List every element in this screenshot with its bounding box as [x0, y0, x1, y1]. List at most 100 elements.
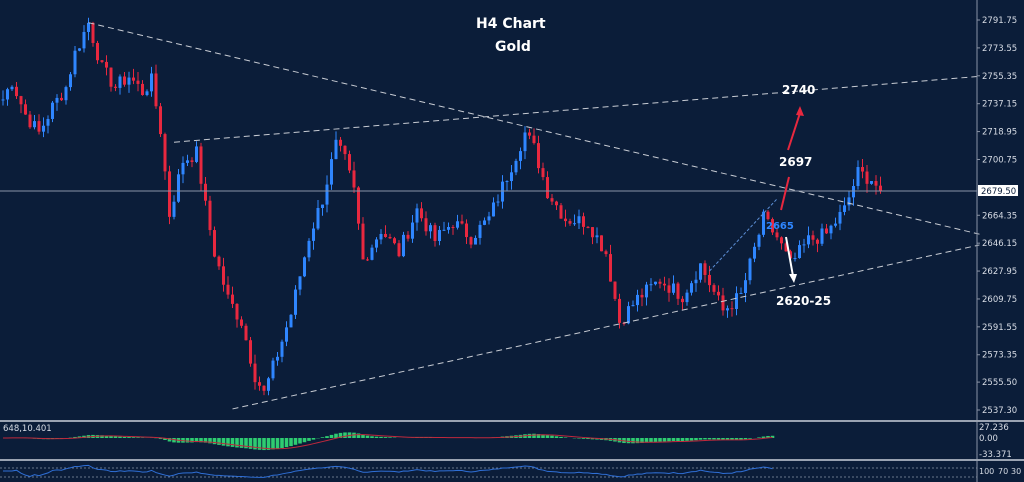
candle-body	[780, 237, 783, 244]
candle-body	[631, 305, 635, 307]
candle-body	[100, 60, 104, 62]
candle-body	[663, 283, 666, 286]
candle-body	[379, 233, 383, 240]
price-tick-label: 2791.75	[982, 16, 1017, 26]
candle-body	[775, 232, 779, 238]
candle-body	[505, 181, 509, 183]
candle-body	[267, 378, 270, 391]
candle-body	[717, 291, 720, 296]
price-tick-label: 2700.75	[982, 155, 1017, 165]
candle-body	[82, 31, 86, 49]
candle-body	[613, 281, 617, 299]
candle-body	[532, 135, 536, 144]
current-price-box	[978, 185, 1018, 196]
candle-body	[406, 234, 410, 239]
candle-body	[708, 274, 711, 286]
rsi-tick-70: 70	[998, 467, 1008, 476]
candle-body	[343, 145, 347, 155]
candle-body	[253, 363, 257, 383]
candle-body	[150, 73, 153, 92]
price-tick-label: 2609.75	[982, 295, 1017, 305]
candle-body	[159, 106, 162, 135]
candle-body	[829, 225, 833, 234]
rsi-line	[3, 464, 773, 478]
candle-body	[838, 211, 842, 224]
candle-body	[64, 87, 68, 101]
candle-body	[703, 263, 707, 275]
candle-body	[222, 266, 225, 285]
candle-body	[843, 205, 846, 212]
price-tick-label: 2755.35	[982, 72, 1017, 82]
candle-body	[802, 244, 806, 246]
candle-body	[690, 283, 693, 293]
candle-body	[591, 227, 594, 238]
candle-body	[316, 207, 320, 229]
macd-tick-top: 27.236	[979, 423, 1009, 433]
candle-body	[811, 235, 815, 240]
candle-body	[177, 174, 180, 202]
candle-body	[694, 279, 698, 284]
candle-body	[42, 125, 45, 132]
candle-body	[312, 228, 315, 241]
candle-body	[330, 159, 333, 185]
candle-body	[748, 258, 752, 281]
candle-body	[172, 201, 176, 217]
candle-body	[726, 308, 729, 311]
candle-body	[10, 86, 14, 90]
candle-body	[298, 276, 302, 290]
candle-body	[654, 281, 657, 285]
candle-body	[861, 167, 864, 172]
candle-body	[186, 160, 189, 163]
candle-body	[676, 283, 680, 299]
candle-body	[204, 183, 207, 201]
candle-body	[69, 74, 72, 88]
candle-body	[730, 308, 734, 310]
candle-body	[685, 292, 689, 303]
candle-body	[528, 132, 531, 136]
candle-body	[388, 236, 392, 239]
candle-body	[640, 294, 644, 298]
candle-body	[181, 162, 185, 175]
candle-body	[384, 233, 387, 237]
candle-body	[789, 251, 792, 259]
candle-body	[96, 42, 99, 61]
candle-body	[483, 220, 486, 225]
candle-body	[762, 211, 765, 235]
candle-body	[537, 143, 540, 169]
candle-body	[798, 245, 801, 259]
candle-body	[285, 327, 288, 342]
candle-body	[766, 211, 770, 220]
candle-body	[258, 382, 261, 386]
candle-body	[240, 319, 243, 326]
chart-title: H4 Chart	[476, 16, 546, 32]
candle-body	[118, 76, 122, 88]
price-tick-label: 2627.95	[982, 267, 1017, 277]
candle-body	[555, 201, 558, 206]
candle-body	[474, 237, 477, 245]
candle-body	[753, 246, 756, 259]
candle-body	[735, 293, 738, 309]
candle-body	[28, 114, 32, 128]
candle-body	[523, 132, 527, 152]
candle-body	[721, 295, 725, 311]
candle-body	[429, 225, 432, 232]
price-tick-label: 2573.35	[982, 351, 1017, 361]
trendline	[232, 244, 980, 410]
candle-body	[433, 225, 437, 241]
candle-body	[397, 243, 401, 257]
candle-body	[784, 243, 788, 252]
candle-body	[451, 227, 455, 229]
candle-body	[618, 298, 621, 323]
price-tick-label: 2591.55	[982, 323, 1017, 333]
candle-body	[348, 154, 351, 171]
candle-body	[289, 314, 293, 328]
candle-body	[658, 281, 662, 284]
candle-body	[244, 325, 248, 341]
candle-body	[357, 187, 360, 224]
candle-body	[195, 146, 198, 162]
candle-body	[478, 224, 482, 238]
candle-body	[109, 67, 113, 87]
candle-body	[519, 151, 522, 161]
